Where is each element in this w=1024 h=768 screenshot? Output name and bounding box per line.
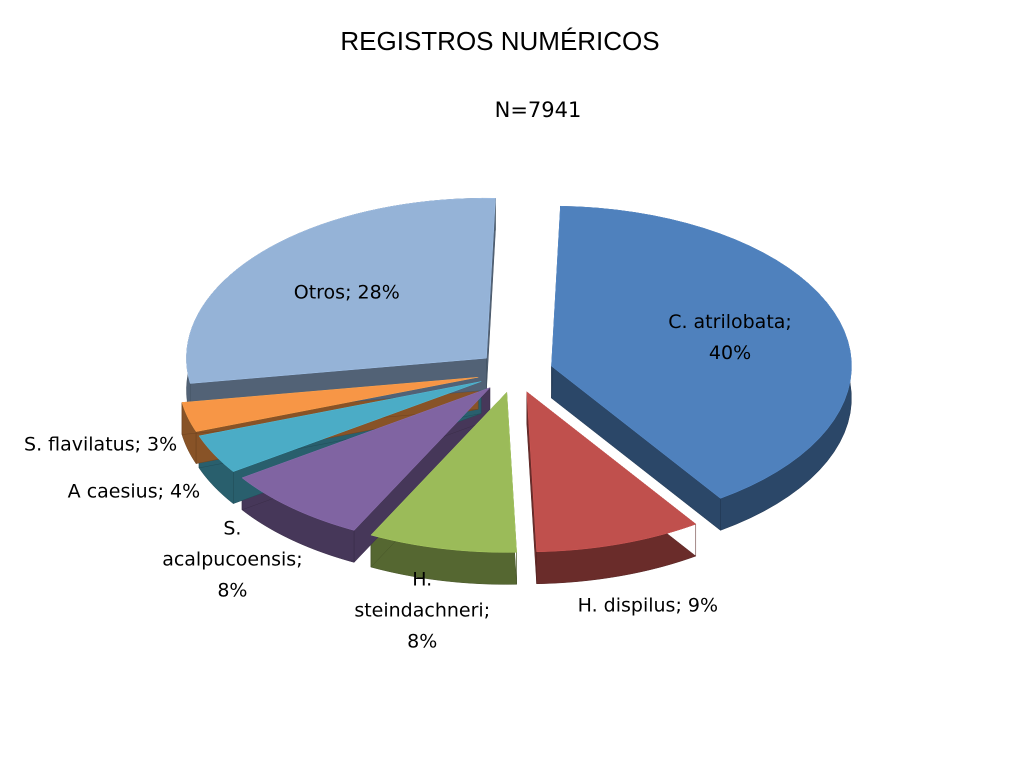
chart-subtitle: N=7941: [494, 98, 582, 122]
slice: [241, 387, 491, 531]
slice: [198, 381, 482, 472]
data-label: H. dispilus; 9%: [577, 594, 719, 617]
chart-title: REGISTROS NUMÉRICOS: [340, 26, 660, 56]
data-label: S. flavilatus; 3%: [24, 433, 178, 456]
slice: [526, 391, 697, 553]
data-label: C. atrilobata; 40%: [668, 311, 792, 365]
slice: [181, 376, 479, 432]
slice: [551, 205, 852, 499]
slice: [370, 391, 517, 553]
data-label: S. acalpucoensis; 8%: [162, 517, 303, 602]
data-label: A caesius; 4%: [67, 480, 201, 503]
slice: [186, 197, 496, 384]
data-label: Otros; 28%: [293, 281, 400, 304]
data-label: H. steindachneri; 8%: [354, 568, 491, 653]
